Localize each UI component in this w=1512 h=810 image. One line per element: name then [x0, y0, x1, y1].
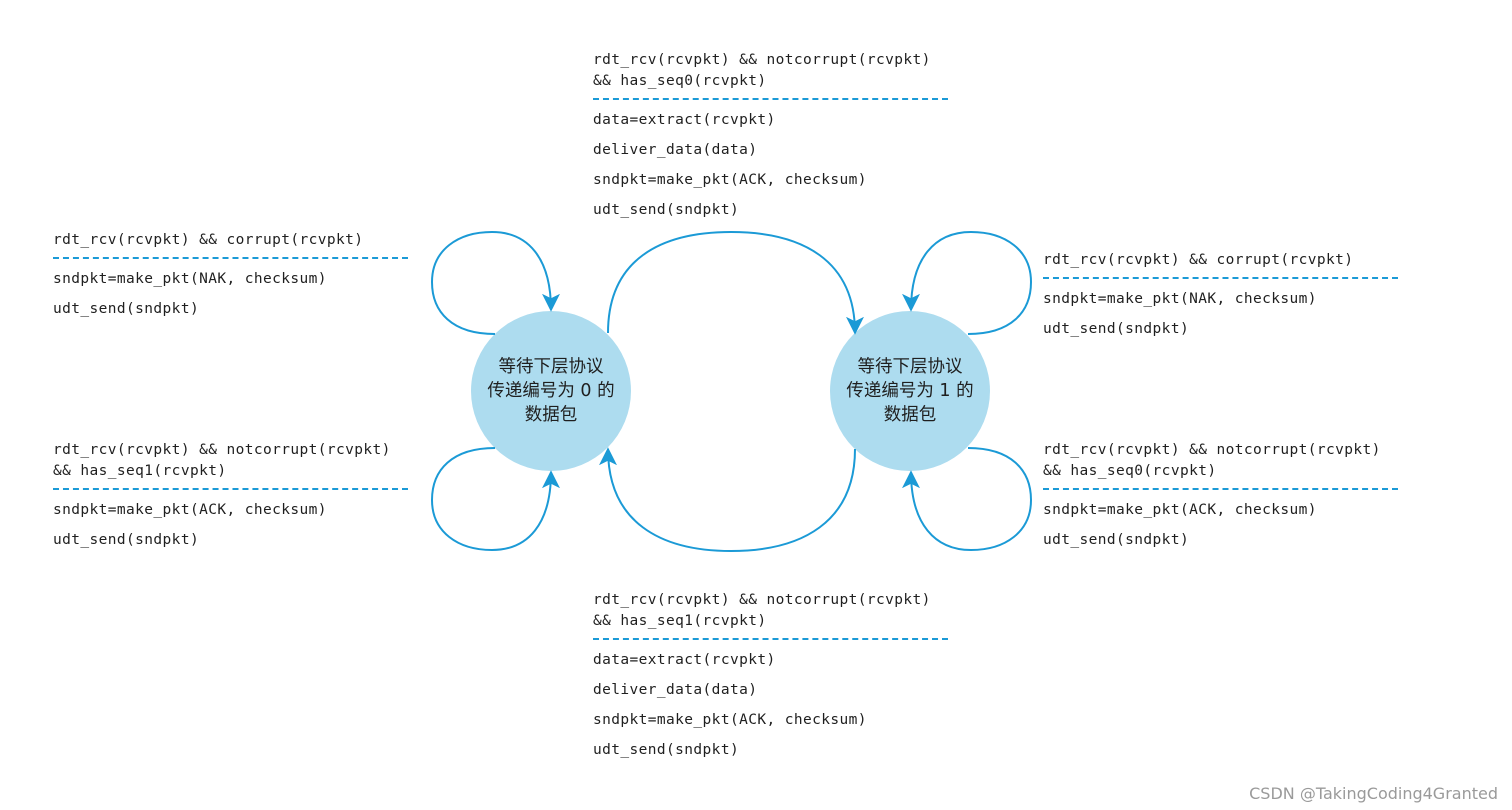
event-line: && has_seq1(rcvpkt) [593, 613, 767, 629]
state-label-seq1: 等待下层协议 传递编号为 1 的 数据包 [825, 355, 995, 427]
transition-label-seq0-corrupt: rdt_rcv(rcvpkt) && corrupt(rcvpkt) sndpk… [53, 230, 408, 324]
event-action-separator [593, 638, 948, 640]
event-line: rdt_rcv(rcvpkt) && notcorrupt(rcvpkt) [593, 592, 931, 608]
transition-label-seq1-to-seq0: rdt_rcv(rcvpkt) && notcorrupt(rcvpkt) &&… [593, 590, 948, 765]
transition-label-seq1-corrupt: rdt_rcv(rcvpkt) && corrupt(rcvpkt) sndpk… [1043, 250, 1398, 344]
watermark: CSDN @TakingCoding4Granted [1249, 784, 1498, 803]
action-line: deliver_data(data) [593, 682, 758, 698]
transition-label-seq1-duplicate: rdt_rcv(rcvpkt) && notcorrupt(rcvpkt) &&… [1043, 440, 1398, 555]
action-line: udt_send(sndpkt) [593, 742, 740, 758]
event-action-separator [593, 98, 948, 100]
state-label-line: 数据包 [524, 405, 578, 425]
state-wait-seq1 [830, 311, 990, 471]
action-line: sndpkt=make_pkt(NAK, checksum) [53, 271, 327, 287]
action-line: udt_send(sndpkt) [1043, 532, 1190, 548]
event-line: rdt_rcv(rcvpkt) && notcorrupt(rcvpkt) [593, 52, 931, 68]
event-line: && has_seq0(rcvpkt) [1043, 463, 1217, 479]
transition-label-seq0-to-seq1: rdt_rcv(rcvpkt) && notcorrupt(rcvpkt) &&… [593, 50, 948, 225]
action-line: sndpkt=make_pkt(ACK, checksum) [593, 172, 867, 188]
self-loop-seq0-corrupt [430, 230, 560, 335]
action-line: sndpkt=make_pkt(ACK, checksum) [53, 502, 327, 518]
event-line: && has_seq1(rcvpkt) [53, 463, 227, 479]
event-action-separator [1043, 277, 1398, 279]
event-action-separator [53, 488, 408, 490]
self-loop-seq1-corrupt [902, 230, 1033, 335]
event-action-separator [1043, 488, 1398, 490]
action-line: udt_send(sndpkt) [53, 532, 200, 548]
state-label-line: 数据包 [883, 405, 937, 425]
state-label-seq0: 等待下层协议 传递编号为 0 的 数据包 [466, 355, 636, 427]
action-line: udt_send(sndpkt) [53, 301, 200, 317]
event-line: rdt_rcv(rcvpkt) && corrupt(rcvpkt) [53, 232, 364, 248]
event-action-separator [53, 257, 408, 259]
event-line: && has_seq0(rcvpkt) [593, 73, 767, 89]
state-label-line: 传递编号为 1 的 [846, 381, 974, 401]
action-line: sndpkt=make_pkt(NAK, checksum) [1043, 291, 1317, 307]
arrow-seq0-to-seq1 [607, 230, 864, 335]
action-line: data=extract(rcvpkt) [593, 112, 776, 128]
action-line: data=extract(rcvpkt) [593, 652, 776, 668]
self-loop-seq1-duplicate [902, 447, 1033, 552]
state-wait-seq0 [471, 311, 631, 471]
self-loop-seq0-duplicate [430, 447, 560, 552]
transition-label-seq0-duplicate: rdt_rcv(rcvpkt) && notcorrupt(rcvpkt) &&… [53, 440, 408, 555]
state-label-line: 传递编号为 0 的 [487, 381, 615, 401]
state-label-line: 等待下层协议 [498, 357, 604, 377]
event-line: rdt_rcv(rcvpkt) && notcorrupt(rcvpkt) [1043, 442, 1381, 458]
action-line: sndpkt=make_pkt(ACK, checksum) [593, 712, 867, 728]
event-line: rdt_rcv(rcvpkt) && notcorrupt(rcvpkt) [53, 442, 391, 458]
action-line: sndpkt=make_pkt(ACK, checksum) [1043, 502, 1317, 518]
action-line: udt_send(sndpkt) [593, 202, 740, 218]
state-label-line: 等待下层协议 [857, 357, 963, 377]
action-line: udt_send(sndpkt) [1043, 321, 1190, 337]
action-line: deliver_data(data) [593, 142, 758, 158]
event-line: rdt_rcv(rcvpkt) && corrupt(rcvpkt) [1043, 252, 1354, 268]
arrow-seq1-to-seq0 [599, 447, 856, 553]
